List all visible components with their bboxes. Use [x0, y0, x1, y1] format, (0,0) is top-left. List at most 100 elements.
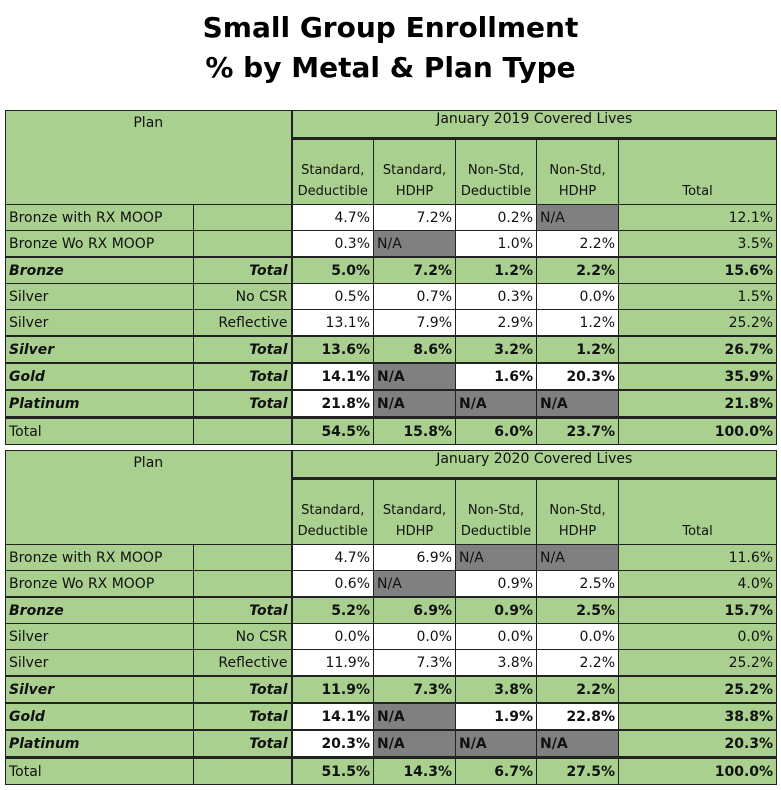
value-cell: 54.5%	[290, 416, 375, 445]
plan-name: Bronze with RX MOOP	[5, 544, 194, 571]
plan-name: Gold	[5, 362, 194, 391]
row-total-cell: 25.2%	[618, 675, 778, 704]
table-row: Bronze Wo RX MOOP 0.6% N/A 0.9% 2.5% 4.0%	[5, 570, 778, 598]
table-row: Silver Reflective 13.1% 7.9% 2.9% 1.2% 25.2%	[5, 309, 778, 337]
value-cell: 27.5%	[536, 756, 620, 785]
plan-name: Bronze with RX MOOP	[5, 204, 194, 231]
plan-name: Platinum	[5, 389, 194, 418]
plan-name: Gold	[5, 702, 194, 731]
table-row: Bronze Total 5.2% 6.9% 0.9% 2.5% 15.7%	[5, 596, 778, 624]
enrollment-table-2020: Plan January 2020 Covered Lives Standard, D…	[4, 450, 778, 785]
value-cell: N/A	[373, 570, 457, 598]
value-cell: 5.0%	[290, 256, 375, 284]
value-cell: 0.0%	[536, 283, 620, 310]
value-cell: 6.9%	[373, 596, 457, 624]
row-total-cell: 15.7%	[618, 596, 778, 624]
value-cell: 1.2%	[536, 309, 620, 337]
plan-name: Silver	[5, 649, 194, 677]
value-cell: 0.9%	[455, 570, 538, 598]
value-cell: 23.7%	[536, 416, 620, 445]
value-cell: 7.2%	[373, 256, 457, 284]
title-line-1: Small Group Enrollment	[202, 11, 579, 44]
value-cell: 51.5%	[290, 756, 375, 785]
row-total-cell: 1.5%	[618, 283, 778, 310]
value-cell: 0.0%	[373, 623, 457, 650]
value-cell: 0.2%	[455, 204, 538, 231]
value-cell: 6.7%	[455, 756, 538, 785]
value-cell: N/A	[373, 230, 457, 258]
value-cell: N/A	[373, 389, 457, 418]
value-cell: 7.9%	[373, 309, 457, 337]
value-cell: 15.8%	[373, 416, 457, 445]
value-cell: 0.6%	[290, 570, 375, 598]
table-row: Silver No CSR 0.5% 0.7% 0.3% 0.0% 1.5%	[5, 283, 778, 310]
column-header: Non-Std, HDHP	[536, 138, 620, 205]
table-row: Silver No CSR 0.0% 0.0% 0.0% 0.0% 0.0%	[5, 623, 778, 650]
plan-name: Bronze	[5, 256, 194, 284]
plan-subtype: Total	[192, 729, 293, 758]
value-cell: N/A	[455, 729, 538, 758]
column-header: Standard, HDHP	[373, 138, 457, 205]
column-header: Non-Std, HDHP	[536, 478, 620, 545]
value-cell: 7.3%	[373, 649, 457, 677]
value-cell: 6.9%	[373, 544, 457, 571]
plan-header: Plan	[4, 450, 293, 545]
value-cell: 3.2%	[455, 335, 538, 364]
plan-subtype: Total	[192, 256, 293, 284]
title-line-2: % by Metal & Plan Type	[205, 51, 576, 84]
column-header: Non-Std, Deductible	[455, 138, 538, 205]
plan-subtype: No CSR	[192, 283, 293, 310]
value-cell: 8.6%	[373, 335, 457, 364]
column-header: Standard, Deductible	[290, 478, 375, 545]
row-total-cell: 26.7%	[618, 335, 778, 364]
value-cell: N/A	[373, 729, 457, 758]
row-total-cell: 25.2%	[618, 649, 778, 677]
plan-name: Total	[5, 756, 194, 785]
plan-subtype: Total	[192, 389, 293, 418]
table-row: Silver Reflective 11.9% 7.3% 3.8% 2.2% 25.2%	[5, 649, 778, 677]
value-cell: 2.2%	[536, 256, 620, 284]
value-cell: 5.2%	[290, 596, 375, 624]
table-row: Bronze Total 5.0% 7.2% 1.2% 2.2% 15.6%	[5, 256, 778, 284]
value-cell: 20.3%	[290, 729, 375, 758]
table-row: Bronze Wo RX MOOP 0.3% N/A 1.0% 2.2% 3.5%	[5, 230, 778, 258]
row-total-cell: 25.2%	[618, 309, 778, 337]
plan-name: Silver	[5, 623, 194, 650]
period-header: January 2019 Covered Lives	[290, 110, 778, 140]
period-header: January 2020 Covered Lives	[290, 450, 778, 480]
plan-subtype	[192, 230, 293, 258]
value-cell: 2.5%	[536, 596, 620, 624]
column-header: Non-Std, Deductible	[455, 478, 538, 545]
page-title: Small Group Enrollment % by Metal & Plan…	[0, 8, 781, 88]
value-cell: 0.0%	[455, 623, 538, 650]
value-cell: 3.8%	[455, 649, 538, 677]
value-cell: 0.9%	[455, 596, 538, 624]
value-cell: 14.3%	[373, 756, 457, 785]
column-header: Standard, Deductible	[290, 138, 375, 205]
row-total-cell: 0.0%	[618, 623, 778, 650]
value-cell: 0.3%	[290, 230, 375, 258]
value-cell: 21.8%	[290, 389, 375, 418]
table-row: Platinum Total 21.8% N/A N/A N/A 21.8%	[5, 389, 778, 418]
value-cell: 2.9%	[455, 309, 538, 337]
header-row: Plan January 2019 Covered Lives	[4, 110, 778, 205]
value-cell: 20.3%	[536, 362, 620, 391]
plan-subtype: Total	[192, 362, 293, 391]
plan-subtype	[192, 416, 293, 445]
plan-header: Plan	[4, 110, 293, 205]
plan-name: Total	[5, 416, 194, 445]
plan-subtype: Total	[192, 702, 293, 731]
value-cell: N/A	[536, 729, 620, 758]
plan-name: Bronze Wo RX MOOP	[5, 570, 194, 598]
value-cell: 2.2%	[536, 230, 620, 258]
row-total-cell: 15.6%	[618, 256, 778, 284]
value-cell: 7.2%	[373, 204, 457, 231]
row-total-cell: 20.3%	[618, 729, 778, 758]
value-cell: 1.6%	[455, 362, 538, 391]
plan-subtype: Reflective	[192, 649, 293, 677]
table-row: Total 51.5% 14.3% 6.7% 27.5% 100.0%	[5, 756, 778, 785]
value-cell: 4.7%	[290, 204, 375, 231]
column-header: Standard, HDHP	[373, 478, 457, 545]
table-row: Bronze with RX MOOP 4.7% 7.2% 0.2% N/A 12.1%	[5, 204, 778, 231]
value-cell: 13.6%	[290, 335, 375, 364]
